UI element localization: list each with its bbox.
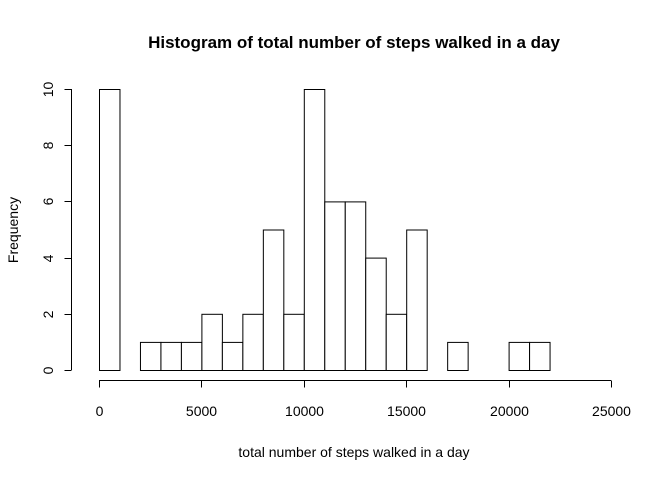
x-tick-label: 20000 [490, 403, 529, 419]
histogram-bar [283, 313, 305, 371]
histogram-bar [221, 341, 244, 371]
x-tick-label: 0 [96, 403, 104, 419]
histogram-bar [447, 341, 469, 371]
histogram-bar [508, 341, 531, 371]
y-axis: 0 2 4 6 8 10 [40, 82, 72, 374]
histogram-bar [180, 341, 203, 371]
x-tick-label: 5000 [186, 403, 217, 419]
histogram-bar [262, 229, 285, 371]
y-tick-label: 6 [40, 197, 56, 205]
histogram-bar [160, 341, 182, 371]
chart-title: Histogram of total number of steps walke… [148, 33, 560, 52]
y-axis-label: Frequency [5, 197, 21, 263]
x-tick-label: 10000 [285, 403, 324, 419]
x-tick-label: 15000 [387, 403, 426, 419]
histogram-bar [242, 313, 264, 371]
histogram-bar [303, 89, 326, 371]
y-tick-label: 0 [40, 366, 56, 374]
y-tick-label: 8 [40, 141, 56, 149]
bars-group [99, 89, 551, 372]
x-axis-label: total number of steps walked in a day [238, 444, 469, 460]
histogram-bar [344, 201, 367, 371]
histogram-bar [406, 229, 428, 371]
x-tick-label: 25000 [592, 403, 631, 419]
y-tick-label: 10 [40, 82, 56, 98]
y-tick-label: 4 [40, 254, 56, 262]
histogram-bar [385, 313, 408, 371]
histogram-bar [324, 201, 346, 371]
x-axis: 0 5000 10000 15000 20000 25000 [96, 380, 631, 419]
histogram-bar [139, 341, 162, 371]
histogram-bar [99, 89, 121, 371]
histogram-bar [201, 313, 223, 371]
histogram-bar [529, 341, 551, 371]
histogram-bar [365, 257, 387, 372]
y-tick-label: 2 [40, 310, 56, 318]
